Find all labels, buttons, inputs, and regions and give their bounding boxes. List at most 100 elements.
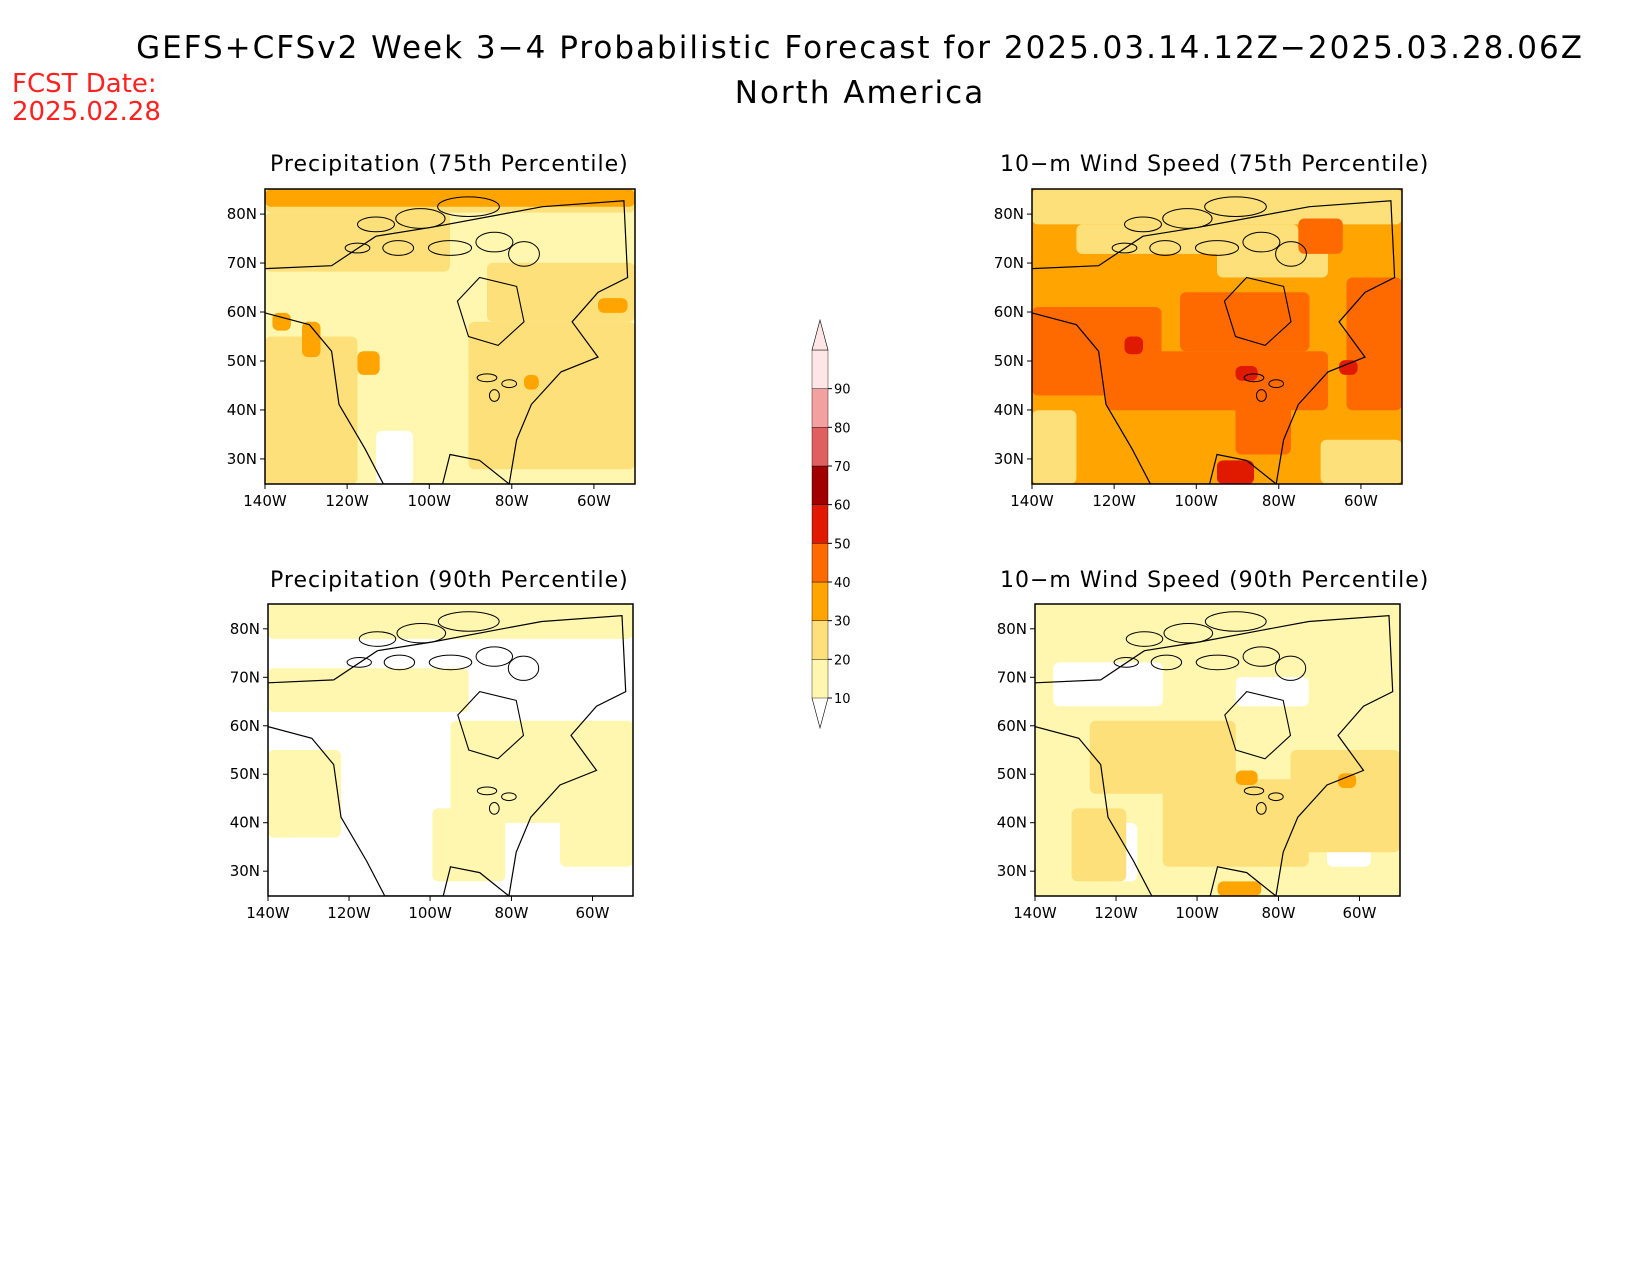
- lon-tick-label: 80W: [1261, 904, 1295, 922]
- map-subtitle: North America: [734, 75, 986, 111]
- map-frame: [267, 603, 634, 897]
- map-panel-wind-90: 140W 120W 100W 80W 60W 80N 70N 60N 50N 40N 30N: [997, 603, 1401, 922]
- great-lakes-outline: [1255, 389, 1267, 402]
- great-lakes-outline: [501, 792, 517, 802]
- island-outline: [1274, 655, 1307, 681]
- contour-fill: [1290, 750, 1400, 853]
- contour-fill: [432, 808, 506, 882]
- colorbar-segment: [811, 349, 829, 389]
- contour-fill: [560, 735, 633, 867]
- lat-tick-label: 30N: [227, 450, 257, 468]
- contour-fill: [265, 189, 635, 207]
- great-lakes-outline: [488, 802, 500, 815]
- map-frame: [264, 188, 636, 485]
- island-outline: [1204, 196, 1267, 218]
- lat-tick-label: 40N: [997, 814, 1027, 832]
- contour-fill: [1076, 224, 1299, 254]
- lat-tick-label: 70N: [227, 254, 257, 272]
- contour-fill: [1106, 351, 1328, 411]
- fcst-date-label: FCST Date:: [12, 69, 157, 99]
- great-lakes-outline: [501, 379, 518, 389]
- lon-tick-label: 140W: [1010, 492, 1054, 510]
- panel-title-precip-90: Precipitation (90th Percentile): [270, 568, 629, 593]
- contour-fill: [487, 262, 635, 322]
- contour-fill: [357, 351, 380, 375]
- colorbar-label: 40: [834, 576, 851, 591]
- colorbar-cap-bottom: [811, 697, 829, 730]
- map-frame: [1034, 603, 1401, 897]
- island-outline: [428, 654, 473, 671]
- island-outline: [437, 611, 500, 632]
- map-frame: [1031, 188, 1403, 485]
- colorbar-label: 20: [834, 653, 851, 668]
- contour-fill: [1298, 218, 1343, 254]
- lat-tick-label: 50N: [230, 765, 260, 783]
- contour-fill: [1235, 770, 1258, 786]
- island-outline: [1242, 646, 1281, 667]
- island-outline: [475, 646, 514, 667]
- colorbar-segment: [811, 543, 829, 583]
- coastline: [265, 200, 629, 484]
- island-outline: [1111, 242, 1138, 254]
- island-outline: [1195, 654, 1240, 671]
- contour-fill: [598, 298, 628, 313]
- island-outline: [427, 240, 473, 256]
- island-outline: [344, 242, 371, 254]
- colorbar-label: 30: [834, 615, 851, 630]
- lon-tick-label: 100W: [408, 492, 452, 510]
- great-lakes-outline: [1243, 786, 1265, 796]
- lon-tick-label: 60W: [1344, 492, 1378, 510]
- contour-fill: [1162, 779, 1309, 867]
- contour-fill: [1346, 277, 1402, 411]
- lat-tick-label: 80N: [230, 620, 260, 638]
- island-outline: [1113, 657, 1139, 668]
- contour-fill: [268, 750, 341, 838]
- contour-fill: [376, 430, 413, 484]
- great-lakes-outline: [476, 373, 498, 383]
- contour-fill: [1339, 360, 1358, 375]
- contour-fill: [1337, 773, 1357, 788]
- contour-fill: [1089, 720, 1236, 794]
- contour-fill: [1235, 366, 1258, 381]
- island-outline: [437, 196, 500, 218]
- contour-fill: [265, 212, 450, 272]
- hudson-bay-outline: [456, 276, 525, 347]
- lat-tick-label: 60N: [994, 303, 1024, 321]
- colorbar-label: 70: [834, 460, 851, 475]
- island-outline: [475, 231, 514, 253]
- great-lakes-outline: [1268, 792, 1284, 802]
- fcst-date-value: 2025.02.28: [12, 97, 161, 127]
- lon-tick-label: 80W: [1262, 492, 1296, 510]
- island-outline: [508, 241, 540, 267]
- coastline: [1035, 615, 1394, 896]
- great-lakes-outline: [1243, 373, 1265, 383]
- island-outline: [1242, 231, 1281, 253]
- contour-fill: [268, 604, 633, 640]
- colorbar-segment: [811, 620, 829, 660]
- colorbar-label: 60: [834, 499, 851, 514]
- lon-tick-label: 60W: [577, 492, 611, 510]
- colorbar: 10 20 30 40 50 60 70 80 90: [811, 318, 851, 730]
- lon-tick-label: 80W: [494, 904, 528, 922]
- lon-tick-label: 80W: [495, 492, 529, 510]
- map-panel-precip-90: 140W 120W 100W 80W 60W 80N 70N 60N 50N 40N 30N: [230, 603, 634, 922]
- contour-fill: [1053, 662, 1163, 707]
- lon-tick-label: 140W: [243, 492, 287, 510]
- map-panel-precip-75: 140W 120W 100W 80W 60W 80N 70N 60N 50N 40N 30N: [227, 188, 636, 510]
- lon-tick-label: 120W: [1094, 904, 1138, 922]
- lat-tick-label: 70N: [230, 668, 260, 686]
- contour-fill: [1032, 189, 1402, 225]
- lat-tick-label: 50N: [994, 352, 1024, 370]
- island-outline: [1124, 216, 1162, 233]
- lat-tick-label: 50N: [997, 765, 1027, 783]
- colorbar-segment: [811, 581, 829, 621]
- island-outline: [357, 216, 395, 233]
- lon-tick-label: 120W: [1092, 492, 1136, 510]
- island-outline: [1149, 240, 1182, 256]
- contour-fill: [286, 837, 378, 896]
- colorbar-segment: [811, 465, 829, 505]
- island-outline: [1125, 631, 1164, 647]
- lon-tick-label: 140W: [246, 904, 290, 922]
- contour-fill: [1180, 292, 1310, 352]
